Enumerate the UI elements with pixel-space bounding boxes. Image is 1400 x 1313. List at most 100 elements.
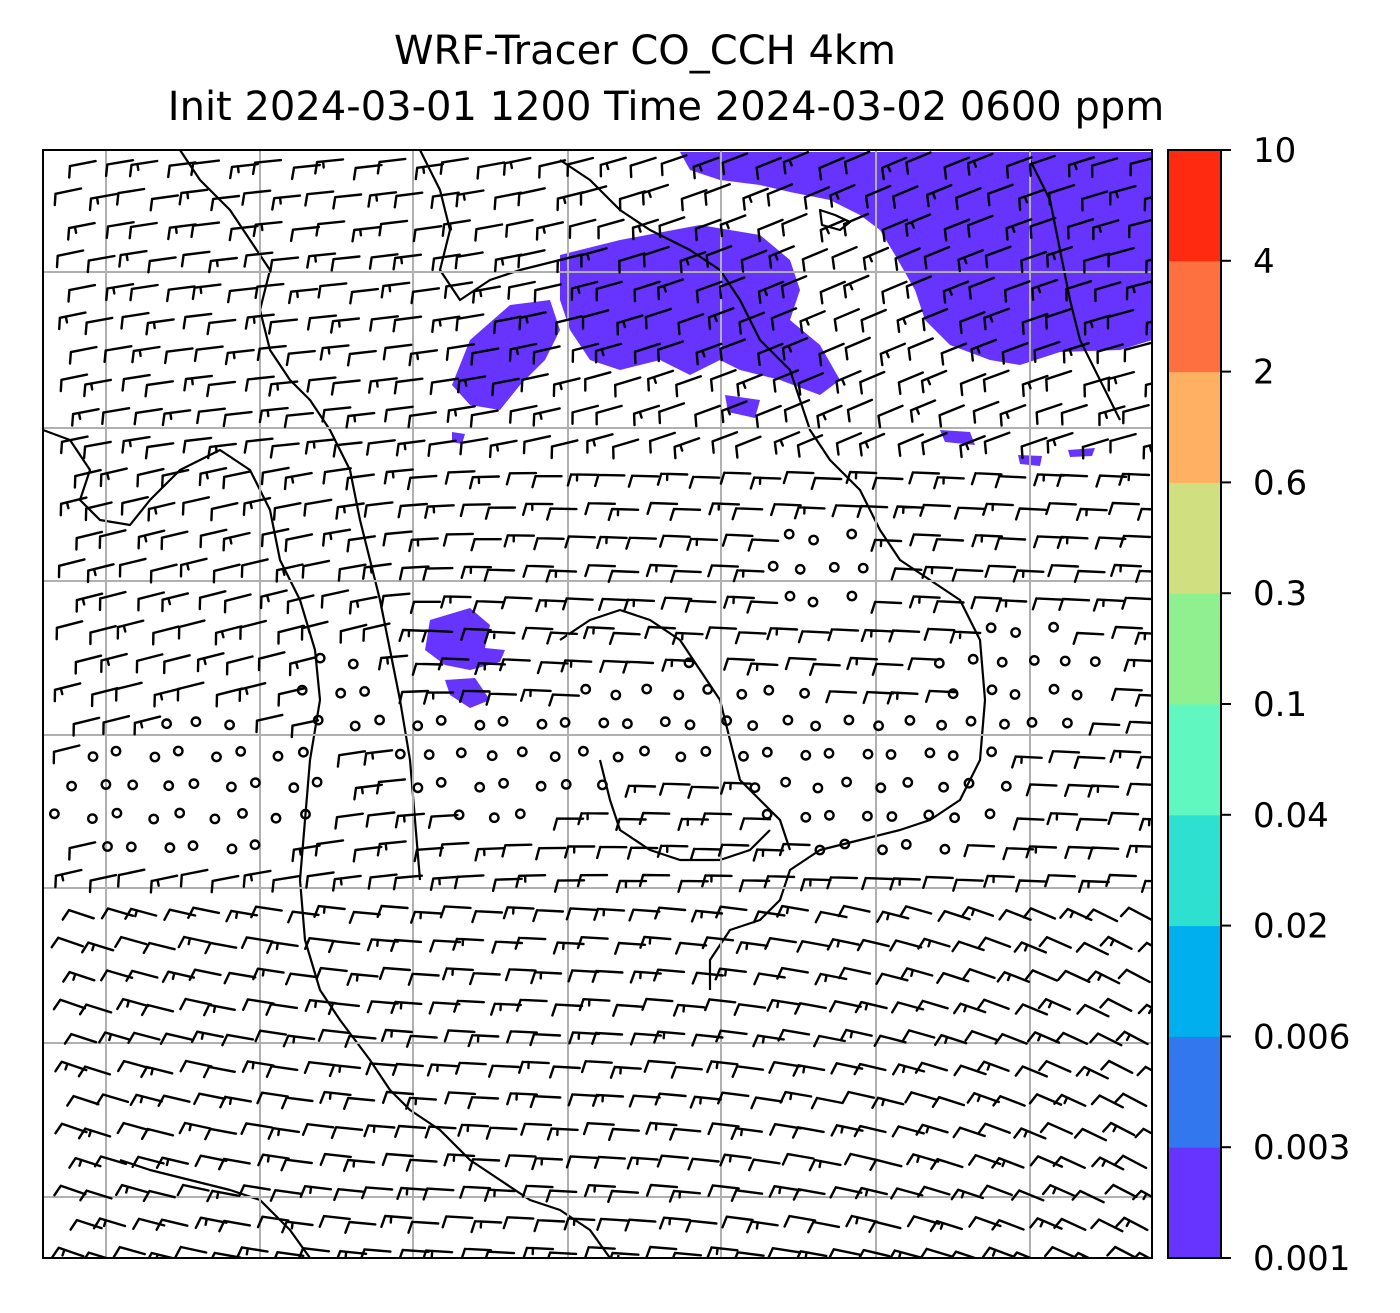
wind-barb (707, 1184, 740, 1198)
wind-barb (797, 630, 830, 644)
calm-wind-marker (963, 777, 975, 789)
wind-barb (235, 1246, 269, 1258)
wind-barb (906, 1153, 940, 1166)
wind-barb (244, 375, 275, 392)
wind-barb (128, 221, 158, 240)
wind-barb (873, 1034, 907, 1047)
wind-barb (180, 250, 211, 268)
wind-barb (517, 249, 546, 269)
wind-barb (468, 475, 500, 490)
wind-barb (1075, 507, 1108, 521)
wind-barb (250, 905, 283, 919)
wind-barb (50, 936, 84, 949)
calm-wind-marker (66, 780, 78, 792)
wind-barb (493, 191, 523, 211)
wind-barb (531, 475, 563, 489)
map-title-line-1: WRF-Tracer CO_CCH 4km (393, 28, 897, 74)
wind-barb (1145, 258, 1152, 274)
wind-barb (769, 1123, 802, 1136)
wind-barb (1047, 564, 1080, 578)
wind-barb (1053, 1217, 1087, 1231)
wind-barb (876, 910, 910, 923)
wind-barb (266, 941, 299, 954)
wind-barb (970, 596, 1003, 610)
wind-barb (1140, 879, 1152, 893)
wind-barb (853, 1062, 887, 1076)
wind-barb (406, 474, 438, 491)
wind-barb (1094, 536, 1127, 550)
calm-wind-marker (846, 590, 858, 602)
wind-barb (607, 1189, 640, 1203)
wind-barb (196, 407, 226, 425)
calm-wind-marker (174, 807, 186, 819)
wind-barb (596, 845, 628, 860)
wind-barb (915, 999, 949, 1012)
wind-barb (594, 473, 626, 488)
wind-barb (212, 563, 241, 584)
wind-barb (1038, 1060, 1072, 1073)
wind-barb (380, 1028, 413, 1042)
wind-barb (1081, 190, 1109, 212)
calm-wind-marker (824, 809, 835, 821)
wind-barb (1046, 245, 1074, 268)
wind-barb (1143, 196, 1152, 212)
calm-wind-marker (900, 839, 912, 850)
wind-barb (828, 1000, 862, 1013)
calm-wind-marker (967, 653, 979, 665)
wind-barb (362, 562, 392, 580)
wind-barb (1106, 308, 1135, 330)
wind-barb (421, 629, 454, 643)
wind-barb (272, 502, 302, 521)
wind-barb (254, 282, 285, 300)
wind-barb (943, 218, 971, 242)
wind-barb (320, 589, 350, 609)
wind-barb (1024, 969, 1058, 982)
wind-barb (483, 1188, 516, 1202)
wind-barb (84, 316, 114, 336)
wind-barb (984, 245, 1012, 269)
wind-barb (825, 690, 858, 704)
wind-barb (783, 1214, 817, 1228)
calm-wind-marker (111, 807, 123, 819)
calm-wind-marker (862, 810, 873, 822)
wind-barb (766, 183, 794, 207)
wind-barb (871, 662, 904, 676)
wind-barb (905, 275, 932, 299)
wind-barb (315, 220, 346, 237)
wind-barb (757, 280, 785, 305)
wind-barb (773, 431, 801, 455)
wind-barb (777, 1028, 811, 1042)
calm-wind-marker (877, 844, 888, 856)
wind-barb (467, 1034, 500, 1048)
wind-barb (1014, 507, 1047, 521)
wind-barb (991, 1219, 1025, 1231)
wind-barb (61, 908, 95, 921)
wind-barb (488, 439, 518, 459)
wind-barb (1060, 404, 1088, 426)
wind-barb (689, 847, 722, 861)
tracer-patch-small-1 (725, 395, 760, 418)
colorbar-segment (1168, 814, 1221, 927)
wind-barb (54, 868, 83, 889)
wind-barb (252, 967, 285, 981)
calm-wind-marker (412, 782, 424, 794)
wind-barb (763, 875, 796, 889)
wind-barb (707, 1122, 740, 1136)
wind-barb (1022, 907, 1057, 920)
wind-barb (706, 1246, 739, 1258)
wind-barb (854, 1186, 888, 1200)
wind-barb (963, 844, 996, 858)
wind-barb (167, 161, 197, 179)
wind-barb (639, 935, 672, 949)
wind-barb (999, 404, 1027, 427)
wind-barb (1014, 1003, 1049, 1016)
wind-barb (238, 682, 267, 702)
wind-barb (507, 280, 536, 300)
wind-barb (442, 532, 474, 547)
wind-barb (179, 557, 208, 578)
wind-barb (332, 193, 363, 210)
wind-barb (752, 848, 785, 862)
wind-barb (54, 1060, 88, 1073)
wind-barb (717, 843, 750, 857)
wind-barb (59, 373, 89, 393)
